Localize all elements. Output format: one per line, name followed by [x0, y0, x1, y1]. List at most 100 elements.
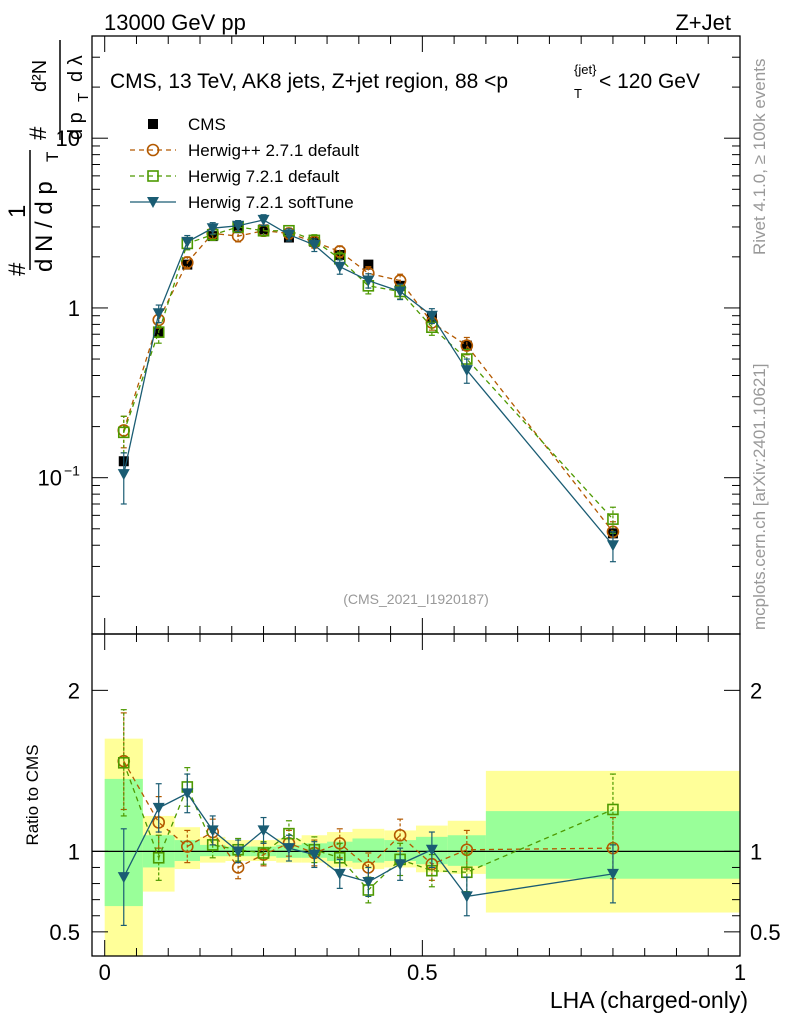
main-point-softtune	[460, 365, 473, 377]
main-point-softtune	[333, 261, 346, 273]
main-point-cms	[182, 259, 193, 270]
ylabel-d2n: d²N	[29, 60, 51, 92]
legend-label-softtune: Herwig 7.2.1 softTune	[188, 193, 354, 212]
analysis-watermark: (CMS_2021_I1920187)	[343, 591, 489, 607]
ratio-point-herwig721	[607, 803, 619, 816]
ratio-point-herwigpp	[180, 840, 194, 853]
main-point-herwigpp	[333, 245, 347, 258]
main-point-cms	[461, 340, 472, 351]
main-point-softtune	[362, 275, 375, 287]
main-point-herwig721	[152, 326, 165, 338]
ratio-point-softtune	[282, 843, 295, 855]
title-sub-text: T	[574, 86, 582, 101]
ratio-point-softtune	[117, 872, 130, 884]
ratio-point-softtune	[394, 859, 407, 871]
ratio-frame	[91, 633, 741, 957]
ylabel-one: 1	[4, 205, 31, 218]
ratio-point-softtune	[362, 876, 375, 888]
ratio-point-softtune	[257, 825, 270, 837]
legend: CMS Herwig++ 2.7.1 default Herwig 7.2.1 de…	[130, 115, 359, 212]
title-end-text: < 120 GeV	[599, 70, 700, 93]
main-point-softtune	[394, 286, 407, 298]
ratio-panel: 0.5 0.51 12 20 0.5 1 Ratio to CMS	[23, 633, 781, 985]
main-line-herwig721	[123, 226, 614, 520]
main-point-herwig721	[117, 426, 130, 439]
y-tick-label: 1	[68, 296, 80, 321]
main-point-herwigpp	[460, 339, 474, 352]
side-rivet-label: Rivet 4.1.0, ≥ 100k events	[750, 59, 769, 255]
ratio-point-softtune	[232, 846, 245, 858]
main-point-cms	[363, 259, 374, 270]
main-point-softtune	[117, 469, 130, 481]
x-tick-label: 0	[99, 960, 111, 985]
main-point-softtune	[257, 214, 270, 226]
legend-label-herwigpp: Herwig++ 2.7.1 default	[188, 141, 359, 160]
ratio-point-herwig721	[117, 756, 130, 769]
x-tick-label: 1	[734, 960, 746, 985]
ratio-point-herwigpp	[333, 836, 347, 850]
ratio-point-herwigpp	[393, 828, 407, 842]
ratio-y-tick-label-left: 2	[68, 678, 80, 703]
main-line-herwigpp	[123, 230, 614, 533]
ylabel-dpt: d p	[65, 112, 87, 140]
energy-label: 13000 GeV pp	[104, 10, 246, 35]
ylabel-hash-1: #	[4, 262, 31, 276]
ylabel-dlambda: d λ	[65, 55, 87, 82]
x-axis-label: LHA (charged-only)	[550, 987, 748, 1013]
title-sup-text: {jet}	[574, 62, 597, 77]
main-point-softtune	[425, 310, 438, 322]
ratio-y-tick-label-right: 0.5	[750, 920, 781, 945]
ratio-uncertainty-bands	[104, 738, 740, 956]
ratio-line-softtune	[123, 792, 614, 898]
main-point-herwig721	[607, 513, 619, 525]
ratio-point-softtune	[206, 825, 219, 837]
ratio-point-softtune	[606, 868, 619, 880]
ratio-point-softtune	[308, 849, 321, 861]
ratio-point-herwig721	[152, 851, 165, 864]
legend-marker-softtune	[147, 197, 159, 208]
main-ylabel: # 1 d N / d p T # d²N d p T d λ	[4, 40, 92, 276]
ratio-axis-ticks: 0.5 0.51 12 20 0.5 1	[49, 634, 781, 985]
x-tick-label: 0.5	[407, 960, 438, 985]
legend-marker-herwigpp	[146, 143, 160, 157]
ylabel-hash-2: #	[25, 126, 52, 140]
main-point-softtune	[152, 308, 165, 320]
process-label: Z+Jet	[675, 10, 731, 35]
ratio-point-softtune	[152, 802, 165, 814]
main-point-softtune	[282, 229, 295, 241]
ratio-y-tick-label-right: 1	[750, 839, 762, 864]
ylabel-t-2: T	[75, 93, 92, 102]
ratio-y-tick-label-left: 1	[68, 839, 80, 864]
ratio-point-softtune	[181, 788, 194, 800]
ratio-point-softtune	[460, 891, 473, 903]
main-title: CMS, 13 TeV, AK8 jets, Z+jet region, 88 …	[110, 62, 700, 101]
y-tick-exponent: −1	[64, 463, 80, 479]
y-tick-label: 10	[38, 466, 62, 491]
main-point-softtune	[181, 236, 194, 248]
legend-label-cms: CMS	[188, 115, 226, 134]
ratio-y-tick-label-right: 2	[750, 678, 762, 703]
main-series-layer	[117, 214, 620, 563]
main-point-herwigpp	[180, 256, 194, 269]
side-mcplots-label: mcplots.cern.ch [arXiv:2401.10621]	[750, 364, 769, 630]
main-point-softtune	[232, 220, 245, 232]
ratio-y-tick-label-left: 0.5	[49, 920, 80, 945]
main-point-softtune	[308, 239, 321, 251]
ratio-point-herwig721	[257, 847, 270, 859]
main-point-softtune	[606, 540, 619, 552]
ratio-ylabel: Ratio to CMS	[23, 744, 42, 845]
title-main-text: CMS, 13 TeV, AK8 jets, Z+jet region, 88 …	[110, 70, 508, 93]
ylabel-t-1: T	[43, 152, 62, 162]
ylabel-dn: d N / d p	[31, 181, 58, 272]
y-tick-label: 10	[56, 126, 80, 151]
main-point-softtune	[206, 223, 219, 235]
ratio-point-softtune	[425, 844, 438, 856]
legend-marker-cms	[148, 119, 158, 129]
ratio-series-layer	[117, 709, 620, 927]
legend-marker-herwig721	[147, 170, 159, 182]
legend-label-herwig721: Herwig 7.2.1 default	[188, 167, 339, 186]
ratio-point-softtune	[333, 868, 346, 880]
